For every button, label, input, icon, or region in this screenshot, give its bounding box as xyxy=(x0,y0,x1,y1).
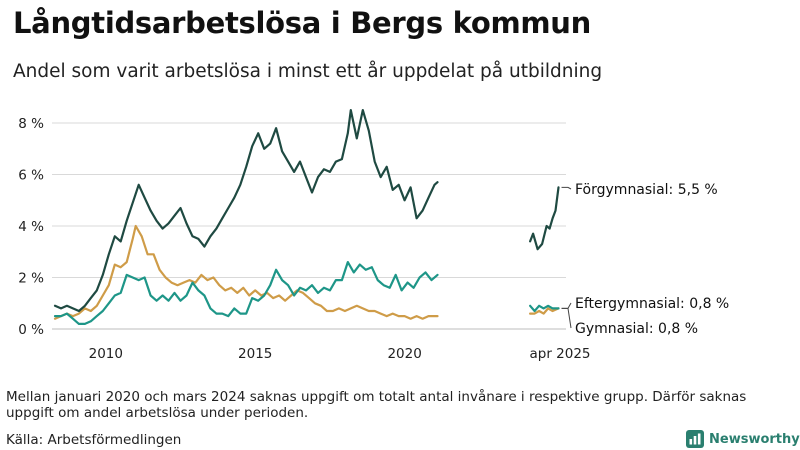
chart-subtitle: Andel som varit arbetslösa i minst ett å… xyxy=(13,61,603,82)
x-axis-ticks: 2010 2015 2020 apr 2025 xyxy=(89,346,591,362)
grid-lines xyxy=(52,122,566,330)
x-tick-label: apr 2025 xyxy=(529,346,590,362)
leader-line xyxy=(561,307,572,329)
series-end-label: Eftergymnasial: 0,8 % xyxy=(575,296,729,312)
series-line-gymnasial xyxy=(53,261,439,325)
series-line-eftergymnasial xyxy=(53,224,439,320)
leader-line xyxy=(561,186,572,190)
y-tick-label: 2 % xyxy=(18,271,44,287)
series-line-förgymnasial xyxy=(529,186,560,251)
x-tick-label: 2010 xyxy=(89,346,123,362)
y-tick-label: 0 % xyxy=(18,322,44,338)
y-tick-label: 6 % xyxy=(18,168,44,184)
series-end-label: Gymnasial: 0,8 % xyxy=(575,321,698,337)
brand-logo[interactable]: Newsworthy xyxy=(686,430,800,448)
y-tick-label: 8 % xyxy=(18,116,44,132)
series-line-eftergymnasial xyxy=(529,307,560,315)
x-tick-label: 2020 xyxy=(387,346,421,362)
series-line-förgymnasial xyxy=(53,109,439,313)
brand-name: Newsworthy xyxy=(709,431,800,447)
series-end-labels: Förgymnasial: 5,5 % Gymnasial: 0,8 % Efter… xyxy=(561,182,729,337)
leader-line xyxy=(561,302,572,309)
series-end-label: Förgymnasial: 5,5 % xyxy=(575,182,718,198)
y-tick-label: 4 % xyxy=(18,219,44,235)
source-credit: Källa: Arbetsförmedlingen xyxy=(6,432,182,448)
series-line-gymnasial xyxy=(529,304,560,313)
footnote: Mellan januari 2020 och mars 2024 saknas… xyxy=(6,389,747,421)
x-tick-label: 2015 xyxy=(238,346,272,362)
y-axis-ticks: 0 % 2 % 4 % 6 % 8 % xyxy=(18,116,44,338)
line-chart: 0 % 2 % 4 % 6 % 8 % 2010 2015 2020 apr 2025 För… xyxy=(18,109,729,362)
series-lines xyxy=(53,109,560,325)
newsworthy-icon xyxy=(686,430,704,448)
chart-title: Långtidsarbetslösa i Bergs kommun xyxy=(13,6,591,40)
